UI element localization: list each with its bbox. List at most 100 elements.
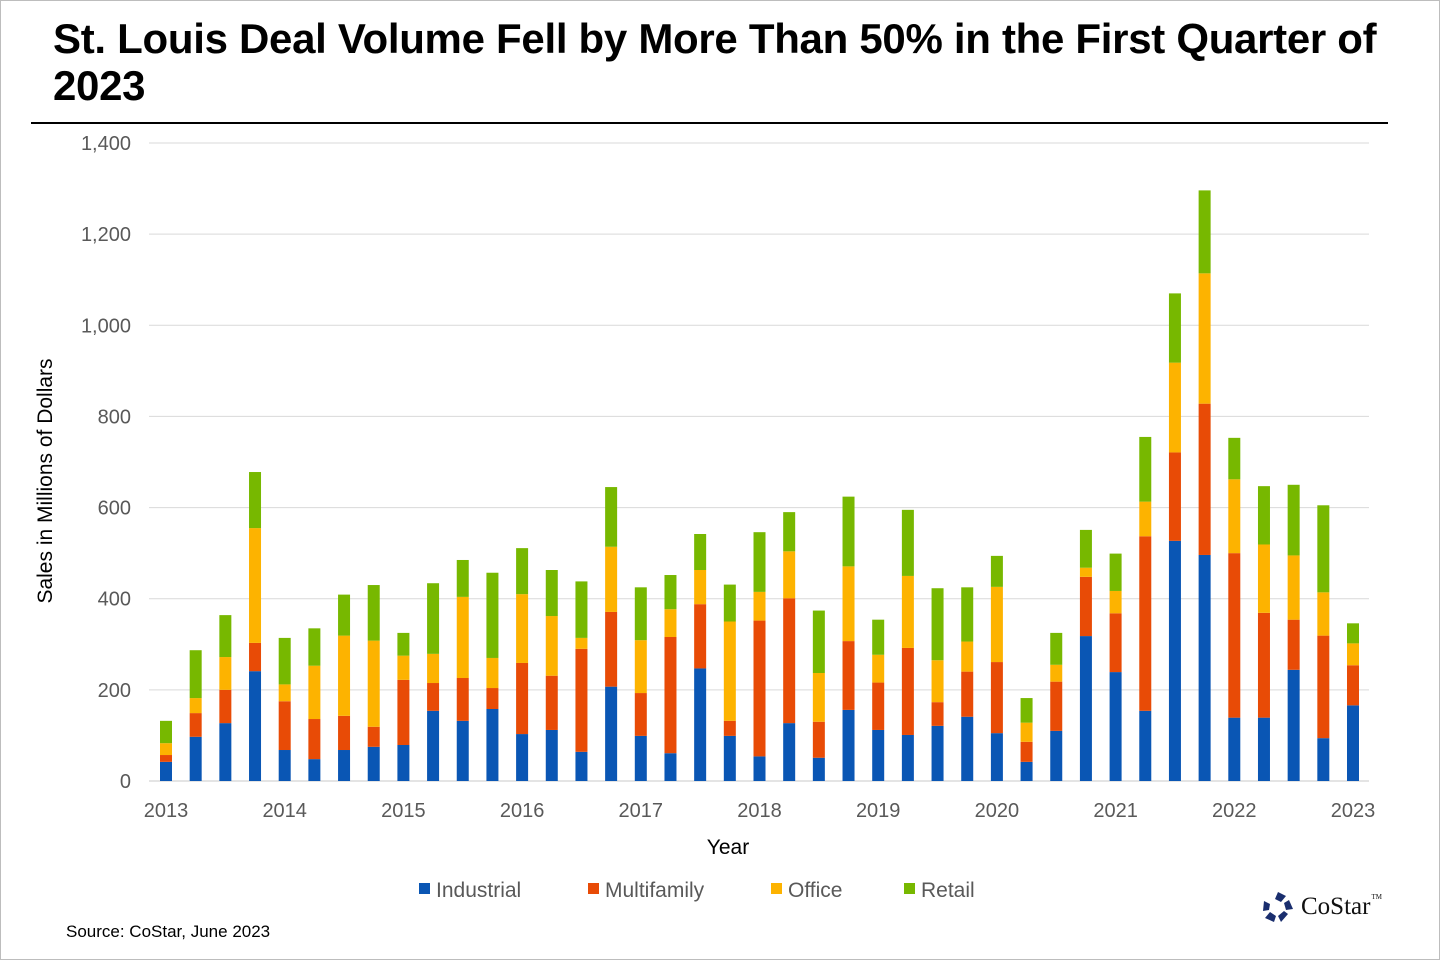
bar-segment-office bbox=[723, 621, 736, 721]
y-tick-label: 1,400 bbox=[81, 133, 131, 155]
bar-segment-retail bbox=[278, 637, 291, 685]
bar-segment-industrial bbox=[1079, 636, 1092, 781]
bar-stack-2013-q2 bbox=[189, 650, 202, 781]
bar-segment-retail bbox=[1287, 484, 1300, 556]
legend-swatch-multifamily bbox=[588, 883, 599, 894]
bar-segment-multifamily bbox=[901, 647, 914, 735]
legend: Industrial Multifamily Office Retail bbox=[419, 879, 975, 902]
x-axis-ticks: 2013 2014 2015 2016 2017 2018 2019 2020 2021 2022… bbox=[144, 800, 1376, 822]
bar-segment-office bbox=[1109, 590, 1122, 614]
bar-segment-multifamily bbox=[427, 683, 440, 711]
bar-segment-office bbox=[160, 743, 172, 756]
bar-segment-industrial bbox=[397, 744, 410, 781]
bar-segment-multifamily bbox=[1139, 536, 1152, 711]
bar-segment-retail bbox=[694, 534, 707, 571]
bar-segment-office bbox=[1050, 664, 1063, 682]
bar-segment-multifamily bbox=[160, 755, 172, 762]
x-tick-label: 2017 bbox=[619, 800, 664, 822]
bar-segment-multifamily bbox=[1257, 612, 1270, 718]
bar-segment-multifamily bbox=[990, 662, 1003, 734]
bar-segment-multifamily bbox=[1198, 403, 1211, 555]
bar-segment-multifamily bbox=[723, 720, 736, 736]
bar-segment-multifamily bbox=[486, 688, 499, 709]
bar-segment-retail bbox=[1109, 553, 1122, 591]
y-tick-label: 200 bbox=[98, 680, 131, 702]
bar-segment-industrial bbox=[694, 668, 707, 781]
bar-segment-retail bbox=[812, 610, 825, 673]
bar-segment-office bbox=[1198, 273, 1211, 404]
bar-segment-retail bbox=[486, 572, 499, 658]
bar-segment-industrial bbox=[516, 734, 529, 781]
bar-segment-office bbox=[249, 528, 262, 643]
bar-segment-multifamily bbox=[575, 648, 588, 752]
bar-segment-multifamily bbox=[308, 719, 321, 760]
bar-segment-retail bbox=[723, 584, 736, 622]
trademark-mark: TM bbox=[1371, 893, 1382, 901]
bar-segment-multifamily bbox=[753, 620, 766, 757]
source-note: Source: CoStar, June 2023 bbox=[66, 922, 271, 941]
chart-title: St. Louis Deal Volume Fell by More Than … bbox=[53, 15, 1377, 109]
bar-stack-2015-q1 bbox=[397, 632, 410, 781]
bar-segment-office bbox=[931, 660, 944, 703]
bar-segment-industrial bbox=[1139, 710, 1152, 781]
bars bbox=[160, 190, 1359, 781]
legend-swatch-office bbox=[771, 883, 782, 894]
bar-segment-office bbox=[634, 640, 647, 694]
bar-stack-2022-q2 bbox=[1257, 486, 1270, 781]
bar-segment-office bbox=[1317, 592, 1330, 636]
x-tick-label: 2019 bbox=[856, 800, 901, 822]
bar-segment-retail bbox=[189, 650, 202, 699]
bar-segment-industrial bbox=[1109, 672, 1122, 781]
bar-segment-industrial bbox=[1257, 717, 1270, 781]
bar-segment-industrial bbox=[753, 756, 766, 781]
bar-segment-multifamily bbox=[961, 671, 974, 717]
title-divider bbox=[31, 122, 1388, 124]
legend-swatch-retail bbox=[904, 883, 915, 894]
x-tick-label: 2013 bbox=[144, 800, 189, 822]
bar-segment-multifamily bbox=[812, 721, 825, 758]
bar-stack-2016-q3 bbox=[575, 581, 588, 781]
bar-segment-industrial bbox=[1287, 669, 1300, 781]
bar-stack-2019-q4 bbox=[961, 587, 974, 781]
y-tick-label: 800 bbox=[98, 406, 131, 428]
bar-stack-2021-q2 bbox=[1139, 436, 1152, 781]
x-tick-label: 2018 bbox=[737, 800, 782, 822]
bar-segment-retail bbox=[1198, 190, 1211, 274]
bar-segment-retail bbox=[249, 472, 262, 529]
bar-stack-2022-q3 bbox=[1287, 484, 1300, 781]
x-axis-label: Year bbox=[707, 836, 749, 859]
bar-segment-industrial bbox=[872, 729, 885, 781]
bar-segment-multifamily bbox=[872, 682, 885, 730]
bar-segment-retail bbox=[753, 532, 766, 592]
bar-segment-office bbox=[1079, 567, 1092, 577]
bar-segment-office bbox=[308, 665, 321, 720]
bar-segment-retail bbox=[1257, 486, 1270, 545]
bar-segment-multifamily bbox=[1168, 452, 1181, 541]
bar-segment-industrial bbox=[427, 710, 440, 781]
bar-segment-industrial bbox=[1020, 761, 1033, 781]
bar-segment-industrial bbox=[160, 761, 172, 781]
bar-stack-2018-q3 bbox=[812, 610, 825, 781]
bar-segment-industrial bbox=[723, 735, 736, 781]
costar-logo: CoStarTM bbox=[1261, 891, 1382, 923]
bar-segment-industrial bbox=[278, 750, 291, 781]
bar-segment-industrial bbox=[1198, 554, 1211, 781]
bar-stack-2014-q4 bbox=[367, 585, 380, 781]
bar-segment-multifamily bbox=[1228, 553, 1241, 718]
bar-segment-retail bbox=[160, 720, 172, 744]
bar-segment-multifamily bbox=[1079, 576, 1092, 637]
bar-stack-2020-q2 bbox=[1020, 698, 1033, 781]
bar-segment-multifamily bbox=[397, 679, 410, 745]
x-tick-label: 2016 bbox=[500, 800, 545, 822]
bar-segment-retail bbox=[1020, 698, 1033, 723]
bar-stack-2018-q2 bbox=[783, 512, 796, 781]
bar-segment-industrial bbox=[1228, 717, 1241, 781]
bar-segment-office bbox=[397, 655, 410, 680]
x-tick-label: 2020 bbox=[975, 800, 1020, 822]
logo-text: CoStarTM bbox=[1301, 893, 1382, 921]
bar-segment-retail bbox=[338, 594, 351, 636]
logo-wordmark: CoStar bbox=[1301, 893, 1371, 920]
bar-segment-multifamily bbox=[1020, 741, 1033, 762]
bar-segment-multifamily bbox=[931, 702, 944, 726]
bar-stack-2017-q2 bbox=[664, 575, 677, 781]
